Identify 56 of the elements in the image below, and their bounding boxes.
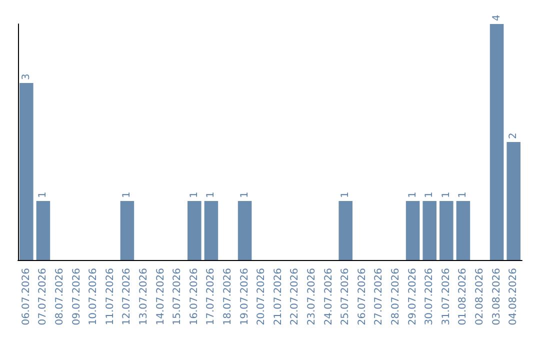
bar [188, 201, 202, 260]
bar [36, 201, 50, 260]
x-tick-label: 09.07.2026 [71, 268, 82, 326]
x-tick-label: 12.07.2026 [122, 268, 133, 326]
data-label: 2 [508, 132, 520, 139]
x-tick-label: 21.07.2026 [272, 268, 284, 326]
x-tick-label: 30.07.2026 [424, 268, 436, 326]
x-tick-label: 02.08.2026 [474, 268, 486, 326]
x-tick-label: 13.07.2026 [138, 268, 150, 326]
bar [238, 201, 252, 260]
x-tick-label: 17.07.2026 [206, 268, 217, 326]
data-label: 1 [122, 192, 133, 198]
x-tick-label: 04.08.2026 [508, 268, 520, 326]
x-tick-label: 07.07.2026 [38, 268, 49, 326]
data-label: 1 [188, 192, 200, 198]
data-label: 1 [440, 192, 452, 198]
data-label: 1 [340, 192, 352, 198]
x-tick-label: 11.07.2026 [104, 268, 116, 326]
x-tick-label: 28.07.2026 [390, 268, 402, 326]
x-tick-label: 22.07.2026 [290, 268, 301, 326]
x-tick-label: 29.07.2026 [407, 268, 418, 326]
x-tick-label: 23.07.2026 [306, 268, 318, 326]
x-tick-label: 08.07.2026 [54, 268, 66, 326]
x-tick-label: 01.08.2026 [458, 268, 469, 326]
x-tick-label: 20.07.2026 [256, 268, 268, 326]
bar [440, 201, 454, 260]
x-tick-label: 16.07.2026 [188, 268, 200, 326]
bar [506, 142, 520, 260]
data-label: 1 [458, 192, 469, 198]
bar [120, 201, 134, 260]
x-tick-label: 06.07.2026 [20, 268, 32, 326]
x-tick-label: 18.07.2026 [222, 268, 234, 326]
bar [490, 24, 504, 260]
data-label: 4 [491, 14, 502, 21]
x-tick-label: 27.07.2026 [374, 268, 385, 326]
data-label: 1 [407, 192, 418, 198]
x-tick-label: 19.07.2026 [239, 268, 250, 326]
x-tick-label: 14.07.2026 [155, 268, 166, 326]
data-label: 1 [38, 192, 49, 198]
bar [20, 83, 34, 260]
data-label: 1 [424, 192, 436, 198]
data-label: 3 [20, 74, 32, 80]
x-tick-label: 31.07.2026 [440, 268, 452, 326]
x-tick-label: 15.07.2026 [172, 268, 184, 326]
data-label: 1 [239, 192, 250, 198]
x-tick-label: 24.07.2026 [323, 268, 334, 326]
x-tick-label: 26.07.2026 [356, 268, 368, 326]
data-label: 1 [206, 192, 217, 198]
bar [204, 201, 218, 260]
bar [456, 201, 470, 260]
bar [406, 201, 420, 260]
bar [338, 201, 352, 260]
x-tick-label: 25.07.2026 [340, 268, 352, 326]
x-tick-label: 10.07.2026 [88, 268, 100, 326]
x-tick-label: 03.08.2026 [491, 268, 502, 326]
bar [422, 201, 436, 260]
